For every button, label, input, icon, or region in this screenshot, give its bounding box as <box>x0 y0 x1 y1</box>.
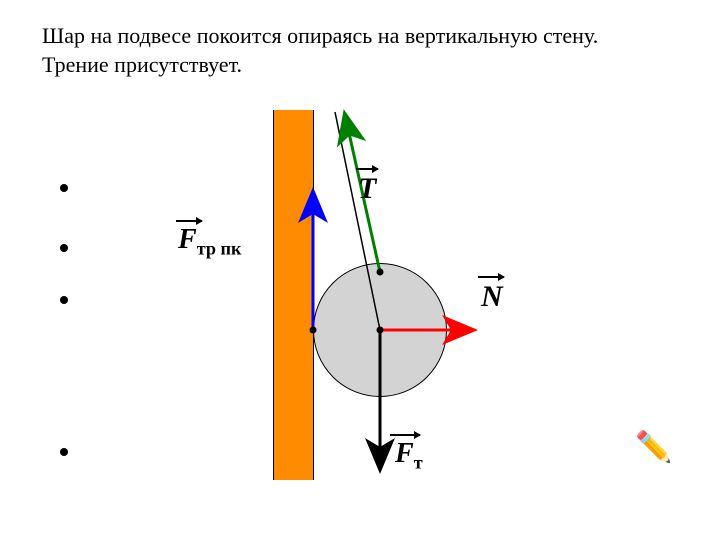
bullet-1 <box>60 244 68 252</box>
ball-center-dot <box>377 327 384 334</box>
title-line2: Трение присутствует. <box>42 52 242 77</box>
title-line1: Шар на подвесе покоится опираясь на верт… <box>42 23 598 48</box>
bullet-3 <box>60 448 68 456</box>
problem-title: Шар на подвесе покоится опираясь на верт… <box>42 22 598 79</box>
label-Ftr: Fтр пк <box>178 224 241 260</box>
overline-N <box>478 276 504 278</box>
string-attach-dot <box>377 269 384 276</box>
overline-T <box>356 168 378 170</box>
wall <box>273 110 313 480</box>
bullet-0 <box>60 184 68 192</box>
overline-Ftr <box>176 220 202 222</box>
overline-Ft <box>390 434 420 436</box>
label-N: N <box>481 280 503 314</box>
bullet-2 <box>60 296 68 304</box>
label-T: T <box>358 172 376 206</box>
contact-dot <box>310 327 317 334</box>
label-Ft: Fт <box>395 438 423 474</box>
pencil-icon: ✏️ <box>635 430 672 465</box>
wall-edge-left <box>273 110 274 480</box>
wall-edge-right <box>313 110 314 480</box>
